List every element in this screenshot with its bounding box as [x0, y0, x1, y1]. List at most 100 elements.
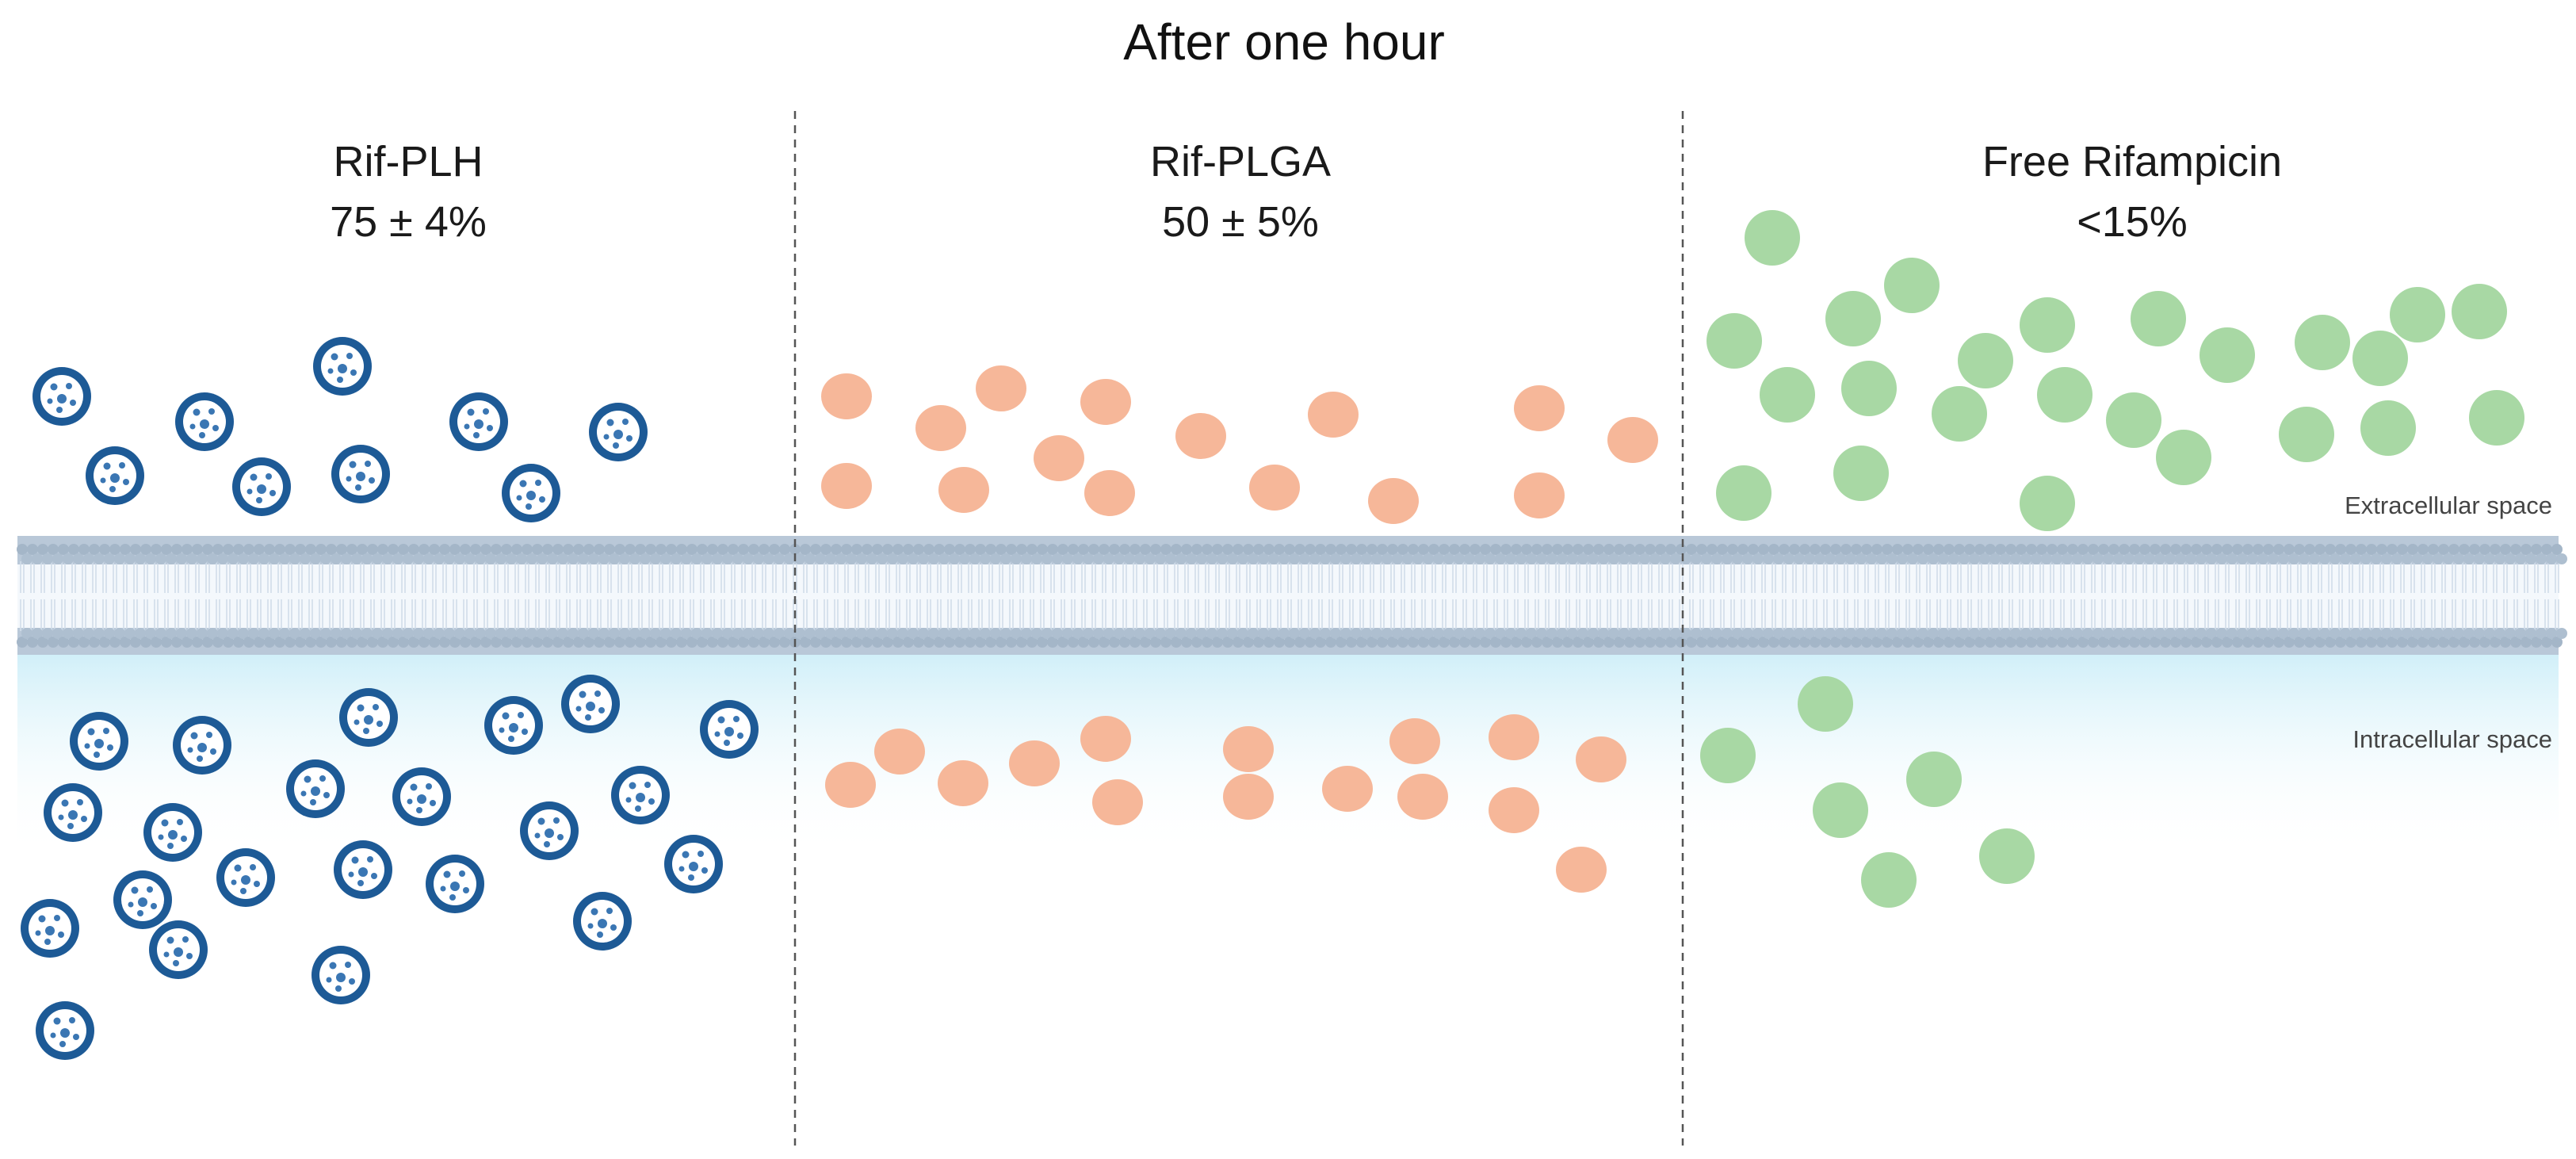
- free-rifampicin-molecule: [1833, 446, 1889, 501]
- lipid-heads: [17, 544, 2567, 648]
- rif-plh-nanoparticle: [86, 446, 144, 505]
- free-rifampicin-molecule: [2020, 297, 2075, 353]
- free-rifampicin-molecule: [2020, 476, 2075, 531]
- rif-plga-particle: [1009, 740, 1060, 786]
- rif-plh-nanoparticle: [21, 899, 79, 958]
- rif-plga-particle: [938, 467, 989, 513]
- panel-label-plga: Rif-PLGA: [1150, 138, 1331, 186]
- free-rifampicin-molecule: [2279, 407, 2334, 462]
- figure-title: After one hour: [1123, 13, 1445, 71]
- rif-plh-nanoparticle: [149, 920, 208, 979]
- free-rifampicin-molecule: [2131, 291, 2186, 346]
- rif-plga-particles: [821, 365, 1658, 893]
- rif-plga-particle: [1576, 736, 1626, 782]
- rif-plga-particle: [1368, 478, 1419, 524]
- free-rifampicin-molecule: [2156, 430, 2211, 485]
- rif-plh-nanoparticle: [311, 946, 370, 1004]
- rif-plga-particle: [1223, 774, 1274, 820]
- free-rifampicin-molecule: [2037, 367, 2093, 423]
- rif-plga-particle: [825, 762, 876, 808]
- free-rifampicin-molecule: [1813, 782, 1868, 838]
- rif-plh-nanoparticle: [426, 855, 484, 913]
- free-rifampicin-molecule: [1884, 258, 1940, 313]
- rif-plh-nanoparticle: [589, 403, 648, 461]
- rif-plh-nanoparticle: [216, 848, 275, 907]
- rif-plh-nanoparticle: [611, 766, 670, 824]
- rif-plga-particle: [1397, 774, 1448, 820]
- rif-plh-nanoparticle: [449, 392, 508, 451]
- rif-plga-particle: [821, 373, 872, 419]
- free-rifampicin-molecule: [2295, 315, 2350, 370]
- rif-plh-nanoparticle: [44, 783, 102, 842]
- panel-value-plga: 50 ± 5%: [1162, 198, 1319, 246]
- free-rifampicin-molecule: [1841, 361, 1897, 416]
- intracellular-label: Intracellular space: [2352, 725, 2552, 753]
- free-rifampicin-molecule: [1707, 313, 1762, 369]
- free-rifampicin-molecule: [1700, 728, 1756, 783]
- rif-plh-nanoparticle: [484, 696, 543, 755]
- rif-plh-nanoparticle: [32, 367, 91, 426]
- rif-plga-particle: [1034, 435, 1084, 481]
- rif-plga-particle: [1084, 470, 1135, 516]
- free-rifampicin-particles: [1700, 210, 2524, 908]
- panel-label-free: Free Rifampicin: [1982, 138, 2282, 186]
- rif-plh-nanoparticle: [331, 445, 390, 503]
- rif-plh-nanoparticle: [502, 464, 560, 522]
- free-rifampicin-molecule: [1825, 291, 1881, 346]
- rif-plga-particle: [1175, 413, 1226, 459]
- rif-plh-nanoparticle: [70, 712, 128, 771]
- free-rifampicin-molecule: [1798, 676, 1853, 732]
- rif-plh-nanoparticle: [573, 892, 632, 951]
- panel-value-plh: 75 ± 4%: [330, 198, 487, 246]
- rif-plga-particle: [1514, 472, 1565, 518]
- lipid-tails: [20, 561, 2559, 631]
- rif-plh-nanoparticle: [175, 392, 234, 451]
- rif-plh-nanoparticle: [232, 457, 291, 516]
- extracellular-label: Extracellular space: [2345, 492, 2552, 519]
- rif-plga-particle: [821, 463, 872, 509]
- free-rifampicin-molecule: [1760, 367, 1815, 423]
- panel-label-plh: Rif-PLH: [333, 138, 483, 186]
- free-rifampicin-molecule: [2390, 287, 2445, 342]
- free-rifampicin-molecule: [1861, 852, 1917, 908]
- free-rifampicin-molecule: [1745, 210, 1800, 266]
- rif-plh-nanoparticle: [286, 759, 345, 818]
- free-rifampicin-molecule: [2200, 327, 2255, 383]
- free-rifampicin-molecule: [2469, 390, 2524, 446]
- rif-plga-particle: [976, 365, 1026, 411]
- rif-plga-particle: [1080, 379, 1131, 425]
- rif-plga-particle: [1556, 847, 1607, 893]
- rif-plh-nanoparticle: [113, 870, 172, 929]
- rif-plga-particle: [938, 760, 988, 806]
- rif-plh-nanoparticle: [561, 675, 620, 733]
- panel-value-free: <15%: [2077, 198, 2188, 246]
- rif-plh-nanoparticle: [173, 716, 231, 775]
- rif-plh-nanoparticle: [36, 1001, 94, 1060]
- rif-plga-particle: [1223, 726, 1274, 772]
- rif-plh-nanoparticle: [339, 688, 398, 747]
- rif-plga-particle: [1389, 718, 1440, 764]
- rif-plga-particle: [1308, 392, 1359, 438]
- free-rifampicin-molecule: [1979, 828, 2035, 884]
- rif-plh-nanoparticle: [143, 803, 202, 862]
- rif-plh-nanoparticle: [664, 835, 723, 893]
- rif-plh-nanoparticle: [334, 840, 392, 899]
- free-rifampicin-molecule: [1932, 386, 1987, 442]
- rif-plh-nanoparticle: [392, 767, 451, 826]
- rif-plh-nanoparticle: [520, 801, 579, 860]
- rif-plga-particle: [915, 405, 966, 451]
- rif-plga-particle: [1322, 766, 1373, 812]
- cell-membrane: [17, 536, 2567, 655]
- rif-plh-particles: [21, 337, 759, 1060]
- rif-plga-particle: [1489, 787, 1539, 833]
- rif-plga-particle: [1514, 385, 1565, 431]
- free-rifampicin-molecule: [1906, 752, 1962, 807]
- rif-plga-particle: [1080, 716, 1131, 762]
- rif-plga-particle: [1249, 465, 1300, 511]
- free-rifampicin-molecule: [2106, 392, 2161, 448]
- free-rifampicin-molecule: [2452, 284, 2507, 339]
- rif-plga-particle: [1092, 779, 1143, 825]
- free-rifampicin-molecule: [2352, 331, 2408, 386]
- free-rifampicin-molecule: [1958, 333, 2013, 388]
